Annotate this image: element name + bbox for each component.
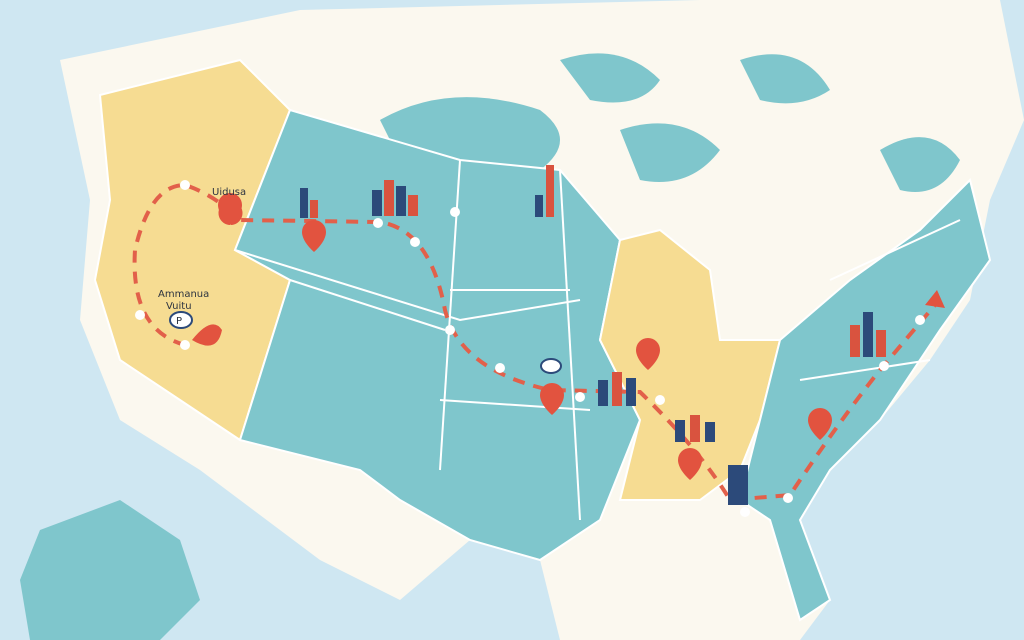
badge-label: P [176, 316, 182, 327]
arctic-islands [380, 53, 960, 192]
city-label: Vuitu [166, 301, 192, 312]
region-great-lakes [598, 228, 782, 501]
route-stops [135, 180, 925, 517]
skyline-icon [598, 372, 636, 406]
badge-icon: P [169, 311, 193, 329]
state-borders [234, 159, 961, 521]
skyline-icon [728, 465, 748, 505]
badge-icon [540, 358, 562, 374]
region-alaska [20, 500, 200, 640]
skyline-icon [535, 165, 554, 217]
city-skylines [300, 165, 886, 505]
skyline-icon [300, 188, 318, 218]
location-pins [192, 193, 945, 480]
city-label: Uidusa [212, 187, 246, 198]
travel-route [132, 182, 937, 503]
city-label: Ammanua [158, 289, 209, 300]
skyline-icon [850, 312, 886, 357]
skyline-icon [675, 415, 715, 442]
region-east [738, 178, 992, 622]
skyline-icon [372, 180, 418, 216]
